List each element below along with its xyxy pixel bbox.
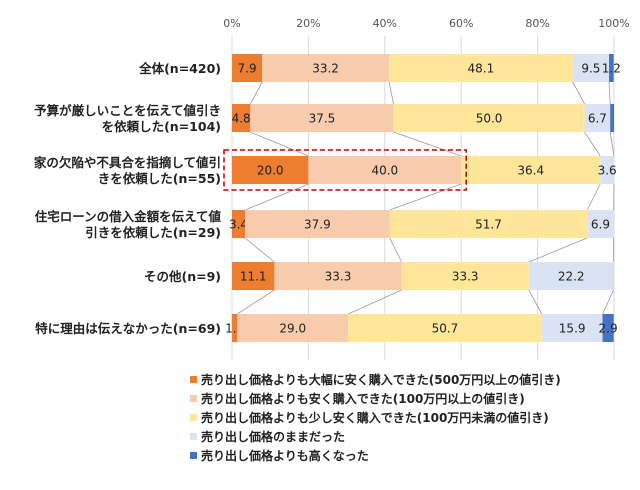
category-label: 住宅ローンの借入金額を伝えて値 <box>35 209 222 224</box>
bar-segment <box>232 262 275 290</box>
x-tick-label: 20% <box>296 17 320 30</box>
connector-line <box>584 131 601 157</box>
category-label: その他(n=9) <box>144 269 221 284</box>
data-label: 4.8 <box>232 112 251 126</box>
x-tick-label: 40% <box>373 17 397 30</box>
category-label: 家の欠陥や不具合を指摘して値引 <box>34 155 221 170</box>
category-label: 全体(n=420) <box>138 61 221 76</box>
bar-segment <box>232 156 309 184</box>
x-tick-label: 80% <box>525 17 549 30</box>
data-label: 20.0 <box>257 164 284 178</box>
category-label: 特に理由は伝えなかった(n=69) <box>35 321 221 336</box>
bar-segment <box>232 210 245 238</box>
x-tick-label: 100% <box>598 17 629 30</box>
bar-segment <box>393 104 585 132</box>
data-label: 50.0 <box>476 112 503 126</box>
x-tick-label: 60% <box>449 17 473 30</box>
connector-line <box>572 81 585 105</box>
bar-segment <box>389 54 573 82</box>
x-tick-label: 0% <box>223 17 240 30</box>
connector-line <box>528 289 543 315</box>
connector-line <box>609 131 615 157</box>
legend-swatch <box>190 376 197 383</box>
data-label: 3.4 <box>229 218 248 232</box>
bar-segment <box>244 210 390 238</box>
bar-segment <box>528 262 614 290</box>
data-label: 11.1 <box>240 270 267 284</box>
bar-segment <box>401 262 529 290</box>
data-label: 37.5 <box>309 112 336 126</box>
bar-segment <box>609 54 614 82</box>
data-label: 15.9 <box>559 322 586 336</box>
bar-segment <box>600 156 614 184</box>
legend-label: 売り出し価格よりも安く購入できた(100万円以上の値引き) <box>201 391 525 406</box>
connector-line <box>347 289 402 315</box>
bar-segment <box>237 314 349 342</box>
highlight-box <box>223 149 467 191</box>
bar-segment <box>587 210 614 238</box>
bar-segment <box>389 210 588 238</box>
data-label: 50.7 <box>432 322 459 336</box>
bar-segment <box>572 54 610 82</box>
bar-segment <box>584 104 611 132</box>
connector-line <box>237 289 275 315</box>
legend-swatch <box>190 414 197 421</box>
data-label: 9.5 <box>581 62 600 76</box>
connector-line <box>389 183 462 211</box>
data-label: 40.0 <box>371 164 398 178</box>
data-label: 6.7 <box>588 112 607 126</box>
data-label: 7.9 <box>238 62 257 76</box>
connector-line <box>389 237 402 263</box>
category-label: を依頼した(n=104) <box>102 119 221 134</box>
connector-line <box>244 237 275 263</box>
data-label: 3.6 <box>598 164 617 178</box>
category-label: きを依頼した(n=55) <box>98 171 221 186</box>
bar-segment <box>232 54 263 82</box>
bar-segment <box>610 104 614 132</box>
legend-label: 売り出し価格よりも大幅に安く購入できた(500万円以上の値引き) <box>201 372 561 387</box>
bar-segment <box>602 314 614 342</box>
data-label: 37.9 <box>304 218 331 232</box>
category-label: 引きを依頼した(n=29) <box>85 225 221 240</box>
bar-segment <box>274 262 402 290</box>
data-label: 29.0 <box>279 322 306 336</box>
data-label: 36.4 <box>517 164 544 178</box>
bar-segment <box>232 104 251 132</box>
bar-segment <box>262 54 390 82</box>
bar-segment <box>461 156 601 184</box>
data-label: 6.9 <box>591 218 610 232</box>
connector-line <box>608 81 611 105</box>
connector-line <box>602 289 614 315</box>
category-label: 予算が厳しいことを伝えて値引き <box>34 103 221 118</box>
connector-line <box>393 131 462 157</box>
legend-label: 売り出し価格のままだった <box>201 429 345 444</box>
legend-label: 売り出し価格よりも高くなった <box>201 448 369 463</box>
legend-label: 売り出し価格よりも少し安く購入できた(100万円未満の値引き) <box>201 410 549 425</box>
data-label: 33.3 <box>452 270 479 284</box>
bar-segment <box>250 104 394 132</box>
data-label: 33.3 <box>325 270 352 284</box>
connector-line <box>388 81 394 105</box>
bar-segment <box>232 314 238 342</box>
data-label: 33.2 <box>312 62 339 76</box>
legend-swatch <box>190 395 197 402</box>
data-label: 51.7 <box>475 218 502 232</box>
connector-line <box>249 81 263 105</box>
connector-line <box>244 183 309 211</box>
legend-swatch <box>190 452 197 459</box>
data-label: 48.1 <box>468 62 495 76</box>
connector-line <box>586 183 601 211</box>
bar-segment <box>348 314 542 342</box>
bar-segment <box>541 314 603 342</box>
bar-segment <box>308 156 462 184</box>
connector-line <box>528 237 588 263</box>
data-label: 1.2 <box>602 62 621 76</box>
legend-swatch <box>190 433 197 440</box>
data-label: 22.2 <box>558 270 585 284</box>
connector-line <box>250 131 309 157</box>
data-label: 2.9 <box>599 322 618 336</box>
